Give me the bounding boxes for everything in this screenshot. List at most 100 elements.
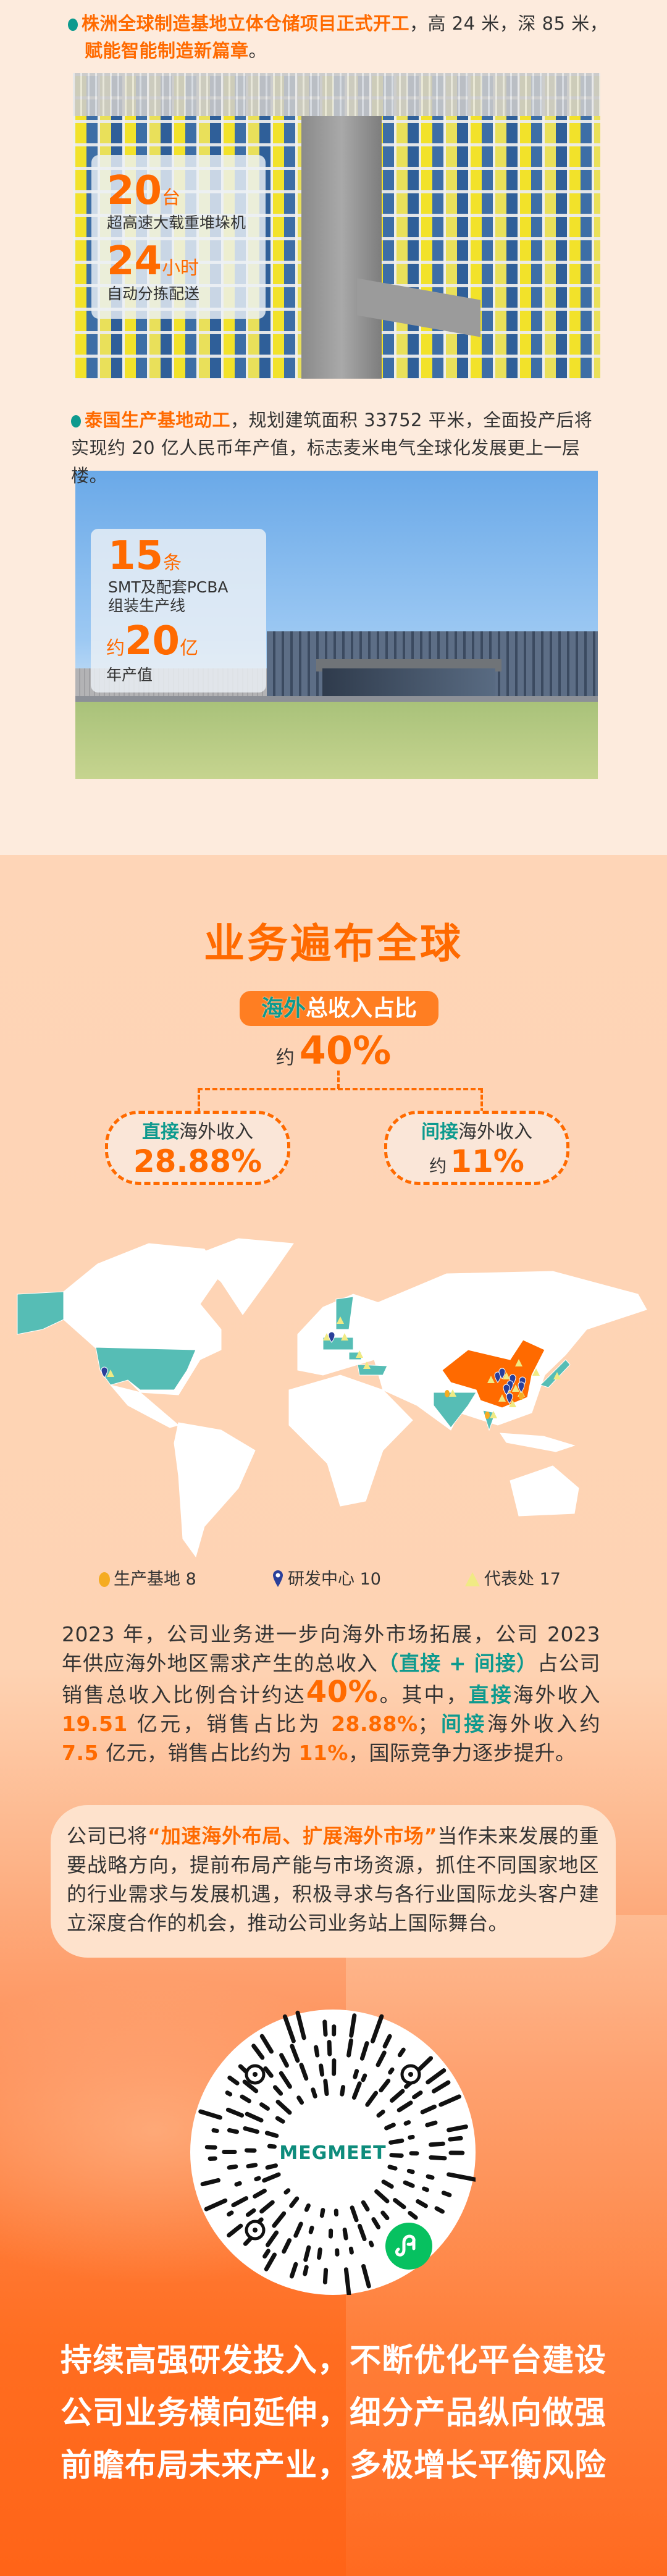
text-segment: 海外收入约 [487,1712,600,1736]
milestone-1-highlight-2: 赋能智能制造新篇章 [85,40,249,61]
qr-mark [319,2063,325,2077]
qr-mark [393,2198,406,2210]
qr-mark [447,2124,468,2132]
qr-mark [262,2249,271,2259]
office-triangle-icon [449,1389,456,1397]
qr-mark [371,2217,381,2229]
qr-mark [295,2010,306,2040]
qr-mark [381,2179,394,2189]
office-triangle-icon [487,1376,495,1383]
stat-value: 15 [108,533,164,579]
qr-mark [225,2107,245,2118]
overseas-paragraph: 2023 年，公司业务进一步向海外市场拓展，公司 2023 年供应海外地区需求产… [62,1620,600,1767]
office-triangle-icon [341,1333,348,1341]
direct-label-teal: 直接 [142,1121,179,1143]
warehouse-stats-overlay: 20台 超高速大载重堆垛机 24小时 自动分拣配送 [91,155,266,319]
qr-mark [243,2126,259,2134]
mini-program-qr-code[interactable]: MEGMEET [190,2010,477,2297]
text-highlight: 7.5 [62,1741,99,1765]
qr-mark [368,2241,374,2247]
text-segment: 占公司销售总收入比例合计约达 [62,1651,600,1707]
stat-label: 组装生产线 [108,597,186,615]
office-triangle-icon [337,1316,344,1324]
production-dot-icon [445,1390,450,1397]
qr-mark [225,2090,233,2097]
qr-mark [282,2238,292,2254]
production-dot-icon [485,1412,490,1419]
qr-mark [293,2221,303,2238]
qr-mark [254,2176,261,2182]
legend-rnd: 研发中心 10 [272,1569,381,1590]
qr-mark [420,2104,437,2115]
qr-mark [265,2163,278,2170]
office-triangle-icon [512,1384,519,1392]
qr-mark [374,2189,390,2203]
stat-unit: 亿 [180,638,199,659]
qr-mark [327,2040,332,2056]
text-segment: 公司已将 [67,1824,148,1848]
office-triangle-icon [532,1368,540,1376]
text-highlight: 19.51 [62,1712,128,1736]
qr-mark [289,2262,298,2279]
country-alaska [17,1291,64,1335]
qr-mark [361,2073,367,2082]
dot-icon [99,1572,110,1587]
map-markers [101,1316,561,1419]
qr-mark [365,2090,379,2107]
text-highlight: 间接 [438,1712,487,1736]
text-highlight: （直接 + 间接） [378,1651,538,1675]
country-asia [374,1271,647,1431]
warehouse-photo: 20台 超高速大载重堆垛机 24小时 自动分拣配送 [73,73,600,379]
world-map [17,1238,647,1558]
qr-mark [384,2123,396,2131]
qr-mark [375,2050,387,2068]
qr-mark [431,2080,451,2094]
qr-mark [227,2210,234,2217]
qr-mark [303,2265,309,2276]
rnd-pin-icon [498,1368,506,1379]
qr-mark [289,2196,300,2208]
qr-mark [389,2153,404,2158]
connector-line [198,1088,483,1113]
qr-mark [343,2267,351,2297]
slogan-line: 前瞻布局未来产业，多极增长平衡风险 [60,2448,606,2484]
office-triangle-icon [498,1394,506,1402]
milestone-1-end: 。 [248,40,267,61]
qr-mark [259,2034,274,2054]
qr-mark [303,2245,311,2262]
country-india [433,1392,477,1428]
indirect-prefix: 约 [429,1156,447,1176]
qr-mark [447,2172,477,2182]
rnd-pin-icon [494,1371,501,1383]
qr-mark [296,2095,304,2105]
qr-mark [240,2094,251,2103]
qr-mark [416,2056,434,2073]
legend-label: 生产基地 8 [114,1570,196,1589]
qr-mark [314,2045,320,2058]
legend-label: 代表处 17 [484,1570,561,1589]
milestone-2-highlight: 泰国生产基地动工 [85,410,231,431]
country-australia [510,1465,579,1517]
text-highlight: 40% [306,1675,379,1709]
qr-mark [267,2144,277,2149]
total-prefix: 约 [275,1047,295,1069]
office-triangle-icon [323,1333,330,1341]
qr-mark [438,2094,461,2107]
qr-mark [361,2263,371,2289]
qr-finder-mark [408,2072,413,2077]
qr-mark [251,2044,265,2060]
overseas-total: 约 40% [0,1028,667,1073]
qr-mark [262,2172,281,2183]
qr-mark [238,2064,249,2074]
qr-mark [448,2136,463,2142]
legend-office: 代表处 17 [464,1569,561,1590]
slogan-line: 公司业务横向延伸，细分产品纵向做强 [60,2395,606,2431]
qr-mark [304,2203,311,2212]
qr-mark [275,2116,285,2124]
qr-mark [387,2165,398,2171]
qr-mark [388,2138,405,2145]
qr-mark [242,2079,259,2094]
qr-mark [200,2178,220,2187]
rnd-pin-icon [506,1392,513,1404]
stat-unit: 小时 [162,258,199,279]
